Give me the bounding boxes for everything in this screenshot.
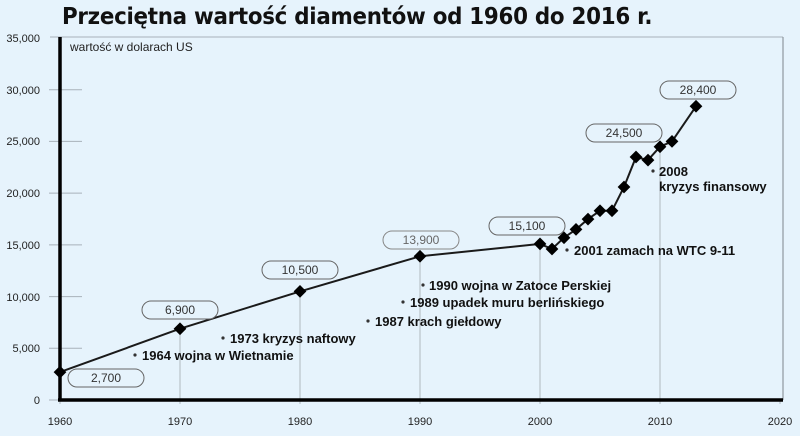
value-bubble-2013: 28,400	[659, 80, 737, 100]
value-bubble-1990: 13,900	[382, 230, 460, 250]
y-tick-label: 30,000	[6, 85, 40, 97]
data-point-marker	[173, 322, 187, 336]
x-tick-label: 1960	[48, 416, 72, 428]
value-labels: 2,700 6,900 10,500 13,900 15,100 24,500 …	[67, 80, 737, 388]
data-point-marker	[605, 204, 619, 218]
y-tick-label: 35,000	[6, 33, 40, 45]
svg-text:2,700: 2,700	[91, 371, 121, 385]
y-tick-label: 20,000	[6, 188, 40, 200]
data-point-marker	[533, 237, 547, 251]
data-point-marker	[53, 365, 67, 379]
y-axis-labels: 35,000 30,000 25,000 20,000 15,000 10,00…	[6, 33, 40, 407]
data-point-marker	[617, 180, 631, 194]
chart-title: Przeciętna wartość diamentów od 1960 do …	[62, 4, 653, 30]
event-1964: 1964 wojna w Wietnamie	[142, 348, 294, 363]
x-tick-label: 2000	[528, 416, 552, 428]
data-line	[59, 105, 697, 374]
value-bubble-1960: 2,700	[67, 368, 145, 388]
svg-text:15,100: 15,100	[509, 219, 546, 233]
y-tick-marks	[49, 89, 82, 401]
event-annotations: 1964 wojna w Wietnamie 1973 kryzys nafto…	[133, 164, 767, 363]
value-bubble-1980: 10,500	[261, 260, 339, 280]
y-tick-label: 10,000	[6, 292, 40, 304]
data-point-marker	[689, 99, 703, 113]
x-axis-labels: 1960 1970 1980 1990 2000 2010 2020	[48, 416, 792, 428]
y-tick-label: 15,000	[6, 240, 40, 252]
x-tick-label: 1990	[408, 416, 432, 428]
svg-text:6,900: 6,900	[165, 303, 195, 317]
event-2008-year: 2008	[659, 164, 688, 179]
y-tick-label: 5,000	[12, 343, 40, 355]
data-point-marker	[593, 204, 607, 218]
data-point-marker	[413, 249, 427, 263]
x-tick-label: 1980	[288, 416, 312, 428]
event-2001: 2001 zamach na WTC 9-11	[574, 243, 735, 258]
y-tick-label: 25,000	[6, 136, 40, 148]
data-point-marker	[293, 285, 307, 298]
value-bubble-2000: 15,100	[488, 216, 566, 236]
event-1987: 1987 krach giełdowy	[375, 314, 502, 329]
svg-text:13,900: 13,900	[403, 233, 440, 247]
x-tick-label: 2020	[768, 416, 792, 428]
y-tick-label: 0	[34, 395, 40, 407]
event-1973: 1973 kryzys naftowy	[230, 331, 357, 346]
x-tick-label: 1970	[168, 416, 192, 428]
value-bubble-2010: 24,500	[585, 123, 663, 143]
svg-text:10,500: 10,500	[282, 263, 319, 277]
data-point-marker	[665, 135, 679, 148]
event-2008-label: kryzys finansowy	[659, 179, 767, 194]
x-drop-lines	[59, 146, 781, 404]
x-tick-label: 2010	[648, 416, 672, 428]
event-1989: 1989 upadek muru berlińskiego	[410, 295, 604, 310]
event-1990: 1990 wojna w Zatoce Perskiej	[429, 278, 611, 293]
svg-text:24,500: 24,500	[606, 126, 643, 140]
y-axis-caption: wartość w dolarach US	[69, 40, 193, 54]
value-bubble-1970: 6,900	[141, 300, 219, 320]
svg-text:28,400: 28,400	[680, 83, 717, 97]
data-point-marker	[629, 150, 643, 164]
